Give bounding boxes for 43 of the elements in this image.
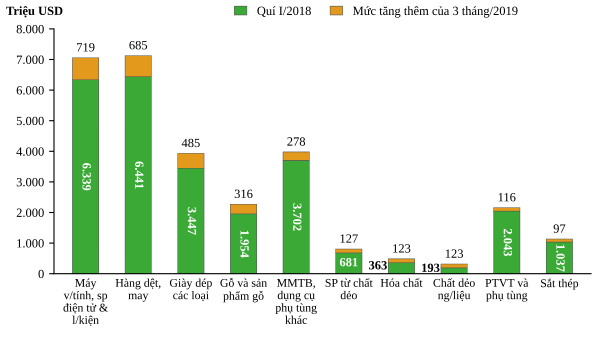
legend-label: Mức tăng thêm của 3 tháng/2019 (352, 6, 518, 18)
y-tick-label: 5.000 (16, 116, 44, 126)
x-tick-label: MMTB, dụng cụ phụ tùng khác (276, 279, 317, 324)
y-tick-label: 3.000 (16, 178, 44, 186)
data-label: 123 (446, 249, 464, 258)
x-tick-label: Hàng dệt, may (116, 278, 160, 302)
y-tick-label: 8.000 (16, 24, 44, 34)
data-label: 363 (368, 261, 387, 270)
y-axis-title: Triệu USD (6, 6, 62, 18)
x-tick-label: PTVT và phụ tùng (485, 278, 528, 302)
y-tick-label: 6.000 (16, 86, 44, 95)
data-label: 1.037 (556, 244, 565, 272)
y-tick-label: 1.000 (17, 239, 44, 248)
data-label: 127 (340, 234, 358, 243)
data-label: 681 (340, 258, 358, 266)
x-tick-label: Hóa chất (380, 278, 423, 287)
data-label: 6.339 (82, 163, 91, 190)
legend-label: Quí I/2018 (257, 6, 311, 17)
data-label: 6.441 (135, 162, 144, 189)
x-tick-label: Gỗ và sản phẩm gỗ (220, 278, 267, 302)
data-label: 123 (393, 244, 410, 253)
data-label: 1.954 (240, 230, 249, 258)
x-tick-label: SP từ chất dẻo (326, 278, 373, 300)
data-label: 193 (422, 264, 440, 272)
data-label: 3.447 (188, 207, 196, 235)
data-label: 485 (182, 138, 200, 148)
y-tick-label: 4.000 (16, 147, 44, 156)
data-label: 2.043 (504, 228, 512, 256)
y-tick-label: 7.000 (16, 56, 44, 64)
x-tick-label: Máy v/tính, sp điện tử & l/kiện (63, 278, 108, 326)
data-label: 3.702 (292, 203, 302, 231)
x-tick-label: Chất dẻo ng/liệu (433, 278, 475, 302)
data-label: 97 (554, 224, 566, 233)
data-label: 116 (498, 193, 516, 202)
x-tick-label: Sắt thép (541, 278, 578, 290)
bar (493, 210, 520, 274)
data-label: 719 (77, 43, 94, 52)
data-label: 278 (287, 137, 306, 146)
data-label: 685 (129, 41, 148, 50)
x-tick-label: Giày dép các loại (170, 278, 212, 302)
data-label: 316 (234, 190, 253, 198)
y-tick-label: 2.000 (16, 208, 44, 218)
y-tick-label: 0 (38, 270, 44, 278)
